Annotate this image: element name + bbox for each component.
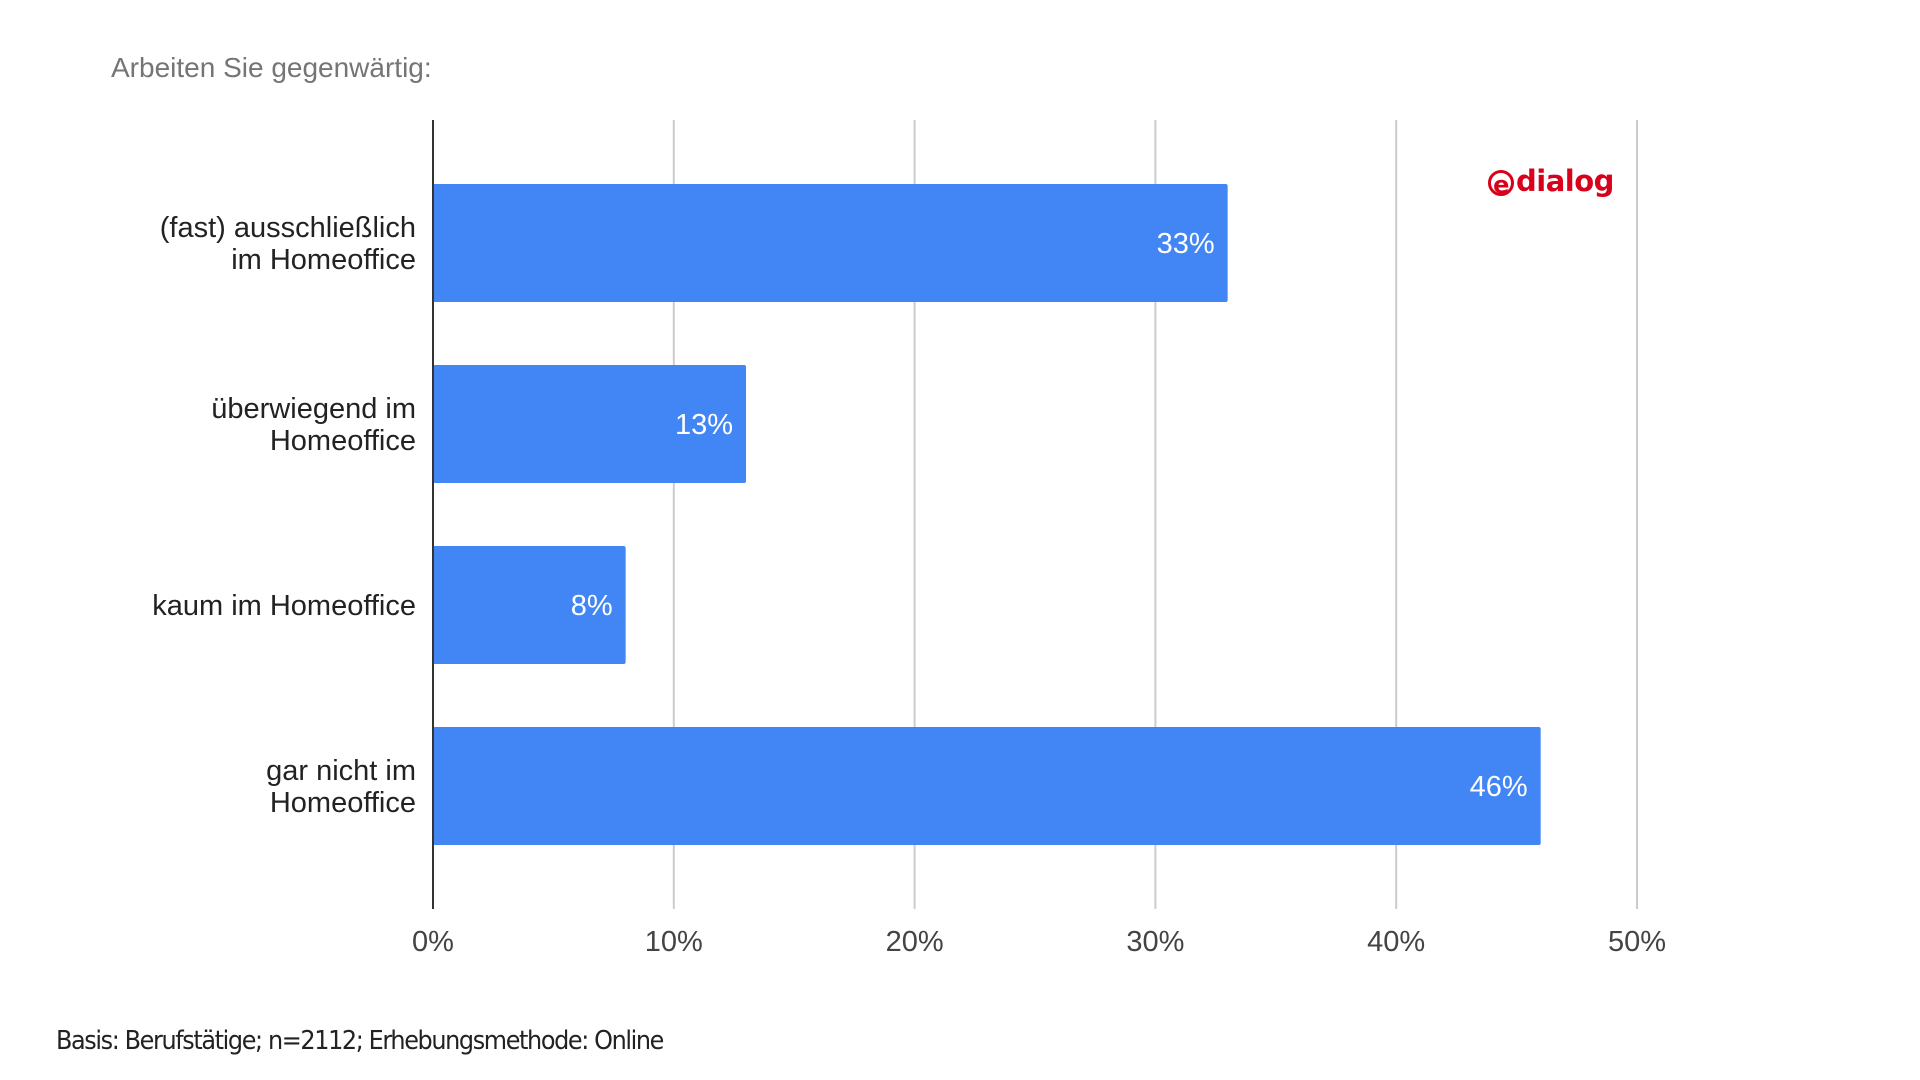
x-tick-label: 0%: [412, 926, 454, 958]
logo-e-icon: e: [1488, 170, 1514, 197]
category-label: kaum im Homeoffice: [152, 590, 416, 622]
bar: [433, 727, 1541, 845]
category-label: überwiegend im: [211, 393, 416, 425]
bar-value-label: 33%: [1157, 228, 1215, 260]
bar: [433, 184, 1228, 302]
logo-text: dialog: [1516, 164, 1614, 198]
bar-value-label: 8%: [571, 590, 613, 622]
dialog-logo: e dialog: [1488, 164, 1614, 198]
category-label: Homeoffice: [270, 787, 416, 819]
x-tick-label: 40%: [1367, 926, 1425, 958]
category-label: gar nicht im: [266, 755, 416, 787]
bar-value-label: 46%: [1470, 771, 1528, 803]
x-tick-label: 30%: [1126, 926, 1184, 958]
footer-note: Basis: Berufstätige; n=2112; Erhebungsme…: [56, 1026, 664, 1056]
bar: [433, 546, 626, 664]
bar-value-label: 13%: [675, 409, 733, 441]
category-label: Homeoffice: [270, 425, 416, 457]
x-tick-label: 20%: [886, 926, 944, 958]
chart-title: Arbeiten Sie gegenwärtig:: [111, 52, 432, 83]
category-label: (fast) ausschließlich: [160, 212, 416, 244]
x-tick-label: 10%: [645, 926, 703, 958]
x-tick-label: 50%: [1608, 926, 1666, 958]
bar: [433, 365, 747, 483]
category-label: im Homeoffice: [231, 244, 416, 276]
